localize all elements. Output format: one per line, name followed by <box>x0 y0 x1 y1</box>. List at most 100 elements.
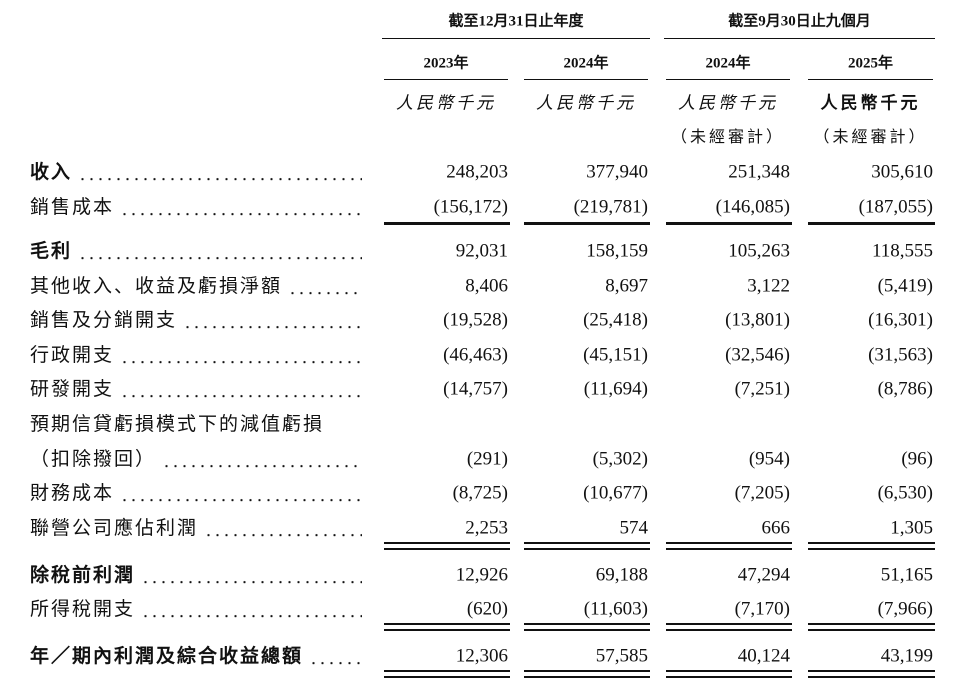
rule <box>664 38 935 39</box>
cell-value: 248,203 <box>446 161 508 183</box>
leader-dots <box>120 359 362 364</box>
cell-value: (8,786) <box>877 378 933 400</box>
rule <box>808 670 935 672</box>
leader-dots <box>141 579 362 584</box>
cell-value: (46,463) <box>443 344 508 365</box>
cell-value: 251,348 <box>728 161 790 183</box>
cell-value: 3,122 <box>747 275 790 296</box>
cell-value: 40,124 <box>737 645 790 667</box>
cell-value: (13,801) <box>725 309 790 331</box>
row-label: 其他收入、收益及虧損淨額 <box>30 271 362 298</box>
rule <box>384 623 510 625</box>
row-label: 所得稅開支 <box>30 594 362 621</box>
leader-dots <box>141 614 362 619</box>
leader-dots <box>120 394 362 399</box>
row-label: 行政開支 <box>30 340 362 367</box>
row-label: 銷售及分銷開支 <box>30 305 362 332</box>
row-label-text: 銷售及分銷開支 <box>30 310 178 332</box>
cell-value: (8,725) <box>452 482 508 504</box>
leader-dots <box>309 661 362 666</box>
rule <box>384 676 510 678</box>
cell-value: 92,031 <box>455 240 508 262</box>
cell-value: 305,610 <box>871 161 933 183</box>
rule <box>524 629 650 631</box>
row-label: 年／期內利潤及綜合收益總額 <box>30 641 362 668</box>
cell-value: (96) <box>901 448 933 469</box>
rule <box>384 221 510 225</box>
rule <box>666 670 792 672</box>
column-unit: 人民幣千元 <box>678 93 778 113</box>
rule <box>524 670 650 672</box>
rule <box>808 623 935 625</box>
rule <box>666 79 790 80</box>
cell-value: (5,302) <box>592 448 648 469</box>
column-unit: 人民幣千元 <box>820 93 921 113</box>
rule <box>384 541 510 544</box>
cell-value: (954) <box>748 448 790 469</box>
cell-value: (219,781) <box>573 196 648 217</box>
cell-value: (31,563) <box>868 344 933 365</box>
cell-value: 1,305 <box>890 517 933 538</box>
cell-value: 8,697 <box>605 275 648 296</box>
row-label-text: 除稅前利潤 <box>30 564 136 586</box>
rule <box>666 623 792 625</box>
row-label: （扣除撥回） <box>30 444 362 471</box>
rule <box>808 629 935 631</box>
rule <box>808 676 935 678</box>
column-unit: 人民幣千元 <box>536 93 636 113</box>
rule <box>666 541 792 544</box>
cell-value: (620) <box>466 598 508 620</box>
cell-value: (146,085) <box>715 196 790 217</box>
cell-value: (7,205) <box>734 482 790 504</box>
rule <box>666 547 792 550</box>
row-label-text: 年／期內利潤及綜合收益總額 <box>30 646 304 668</box>
cell-value: (14,757) <box>443 378 508 400</box>
row-label: 聯營公司應佔利潤 <box>30 513 362 540</box>
group-header: 截至9月30日止九個月 <box>728 13 871 30</box>
row-label-text: 所得稅開支 <box>30 599 136 621</box>
cell-value: (19,528) <box>443 309 508 331</box>
rule <box>808 541 935 544</box>
row-label-text: 收入 <box>30 162 73 184</box>
cell-value: 377,940 <box>586 161 648 183</box>
column-year: 2024年 <box>705 55 751 72</box>
cell-value: 51,165 <box>880 564 933 585</box>
cell-value: (6,530) <box>877 482 933 504</box>
cell-value: (10,677) <box>583 482 648 504</box>
row-label-text: 行政開支 <box>30 344 115 366</box>
cell-value: 57,585 <box>595 645 648 667</box>
cell-value: 118,555 <box>871 240 933 262</box>
leader-dots <box>120 211 362 216</box>
column-year: 2024年 <box>563 55 609 72</box>
rule <box>666 629 792 631</box>
rule <box>524 541 650 544</box>
cell-value: (7,170) <box>734 598 790 620</box>
cell-value: 69,188 <box>595 564 648 585</box>
cell-value: 666 <box>761 517 791 538</box>
cell-value: (291) <box>466 448 508 469</box>
rule <box>808 79 933 80</box>
rule <box>384 547 510 550</box>
cell-value: (45,151) <box>583 344 648 365</box>
row-label: 除稅前利潤 <box>30 560 362 587</box>
leader-dots <box>120 498 362 503</box>
cell-value: 12,306 <box>455 645 508 667</box>
cell-value: (25,418) <box>583 309 648 331</box>
rule <box>808 221 935 225</box>
rule <box>524 623 650 625</box>
row-label: 預期信貸虧損模式下的減值虧損 <box>30 409 362 436</box>
row-label-text: 研發開支 <box>30 379 115 401</box>
cell-value: (5,419) <box>877 275 933 296</box>
cell-value: 158,159 <box>586 240 648 262</box>
cell-value: 43,199 <box>880 645 933 667</box>
cell-value: (156,172) <box>433 196 508 217</box>
rule <box>666 221 792 225</box>
row-label: 研發開支 <box>30 374 362 401</box>
row-label: 收入 <box>30 157 362 184</box>
cell-value: (16,301) <box>868 309 933 331</box>
row-label-text: 銷售成本 <box>30 196 115 218</box>
cell-value: (187,055) <box>858 196 933 217</box>
rule <box>384 79 508 80</box>
row-label: 銷售成本 <box>30 192 362 219</box>
